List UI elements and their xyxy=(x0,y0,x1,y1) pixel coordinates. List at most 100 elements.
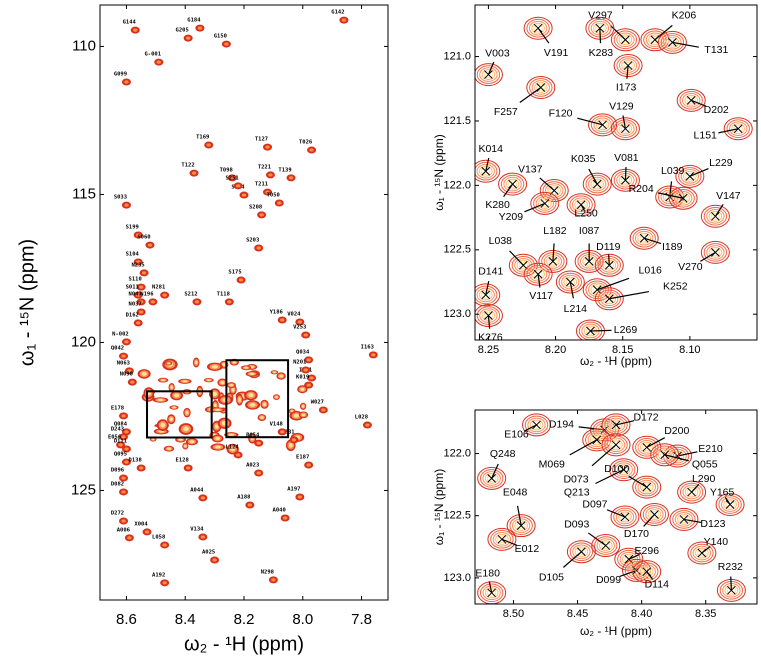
contour xyxy=(686,488,697,496)
peak-label: D272 xyxy=(111,510,124,516)
peak-core xyxy=(291,438,297,442)
peak-core xyxy=(241,193,247,197)
contour xyxy=(484,587,499,599)
background-contour xyxy=(249,403,256,407)
peak-label: K276 xyxy=(478,331,503,343)
contour xyxy=(484,472,499,484)
peak-label: V129 xyxy=(609,100,634,112)
peak-core xyxy=(136,233,141,237)
contour xyxy=(673,190,693,206)
peak-label: G150 xyxy=(214,34,227,40)
peak-label: D162 xyxy=(126,312,139,318)
background-contour xyxy=(272,371,276,374)
peak-label: E106 xyxy=(504,429,529,441)
peak-label: Q034 xyxy=(296,349,310,355)
leader-line xyxy=(701,545,711,554)
contour xyxy=(531,421,542,429)
peak-cross xyxy=(584,257,594,266)
contour xyxy=(524,415,549,435)
peak-core xyxy=(141,271,147,275)
peak-core xyxy=(321,408,326,412)
background-contour xyxy=(213,403,217,408)
peak-core xyxy=(280,430,285,434)
contour xyxy=(657,30,687,54)
contour xyxy=(684,486,699,498)
peak-label: I189 xyxy=(662,241,683,253)
leader-line xyxy=(524,424,537,432)
contour xyxy=(598,540,613,552)
peak-label: L269 xyxy=(614,324,638,336)
peak-core xyxy=(297,320,303,324)
background-contour xyxy=(300,387,305,391)
leader-line xyxy=(519,86,542,103)
peak-label: Q055 xyxy=(692,459,718,471)
peak-label: N235 xyxy=(131,262,144,268)
plot-area: G144 G184 G205 G150 G142 G-001 G099 T169 T127 T02… xyxy=(108,10,378,587)
peak-label: D073 xyxy=(563,474,588,486)
contour xyxy=(674,512,694,527)
contour xyxy=(655,447,674,463)
contour xyxy=(538,249,568,273)
peak-core xyxy=(212,558,217,562)
peak-core xyxy=(235,184,241,188)
x-axis-label: ω₂ - ¹H (ppm) xyxy=(184,633,304,655)
leader-line xyxy=(491,463,499,479)
leader-line xyxy=(628,475,648,488)
peak-label: Y165 xyxy=(710,486,735,498)
contour xyxy=(601,541,611,550)
background-contour xyxy=(206,379,211,381)
contour xyxy=(475,161,498,181)
background-contour xyxy=(172,406,176,409)
background-contour xyxy=(248,393,254,398)
contour xyxy=(593,117,612,133)
peak-label: L250 xyxy=(574,207,598,219)
peak-core xyxy=(138,300,144,304)
contour xyxy=(682,93,701,108)
contour xyxy=(506,514,536,538)
background-contour xyxy=(166,447,172,450)
peak-core xyxy=(121,354,126,358)
contour xyxy=(720,497,740,512)
x-tick-label: 8.10 xyxy=(679,344,700,356)
peak-label: T127 xyxy=(255,137,268,143)
contour xyxy=(588,113,618,137)
background-contour xyxy=(214,408,221,411)
leader-line xyxy=(562,551,582,568)
contour xyxy=(668,186,698,210)
contour xyxy=(726,119,750,138)
contour xyxy=(505,178,520,190)
peak-cross xyxy=(620,512,630,522)
contour xyxy=(708,246,723,258)
leader-line xyxy=(599,28,602,44)
contour xyxy=(558,272,583,292)
peak-core xyxy=(121,476,126,480)
background-contour xyxy=(232,360,237,364)
contour xyxy=(497,535,507,544)
contour xyxy=(677,513,691,525)
peak-cross xyxy=(484,311,493,320)
contour xyxy=(665,36,680,48)
contour xyxy=(604,435,628,455)
background-contour xyxy=(151,438,155,441)
peak-core xyxy=(162,581,167,585)
plot-frame xyxy=(474,4,758,341)
contour xyxy=(632,435,662,459)
contour xyxy=(533,194,557,213)
peak-label: M069 xyxy=(539,459,565,471)
peak-label: Q084 xyxy=(114,421,128,427)
peak-label: W027 xyxy=(311,399,324,405)
contour xyxy=(680,169,700,184)
peak-cross xyxy=(592,435,602,445)
contour xyxy=(685,172,695,181)
peak-label: Y209 xyxy=(499,211,524,223)
background-contour xyxy=(215,436,220,441)
contour xyxy=(566,193,596,217)
y-tick-label: 122.5 xyxy=(443,244,471,256)
background-contour xyxy=(194,360,198,365)
peak-cross xyxy=(516,521,526,531)
leader-line xyxy=(657,192,684,199)
leader-line xyxy=(619,569,637,577)
contour xyxy=(594,253,624,277)
peak-label: T131 xyxy=(704,44,728,56)
background-contour xyxy=(185,410,189,415)
